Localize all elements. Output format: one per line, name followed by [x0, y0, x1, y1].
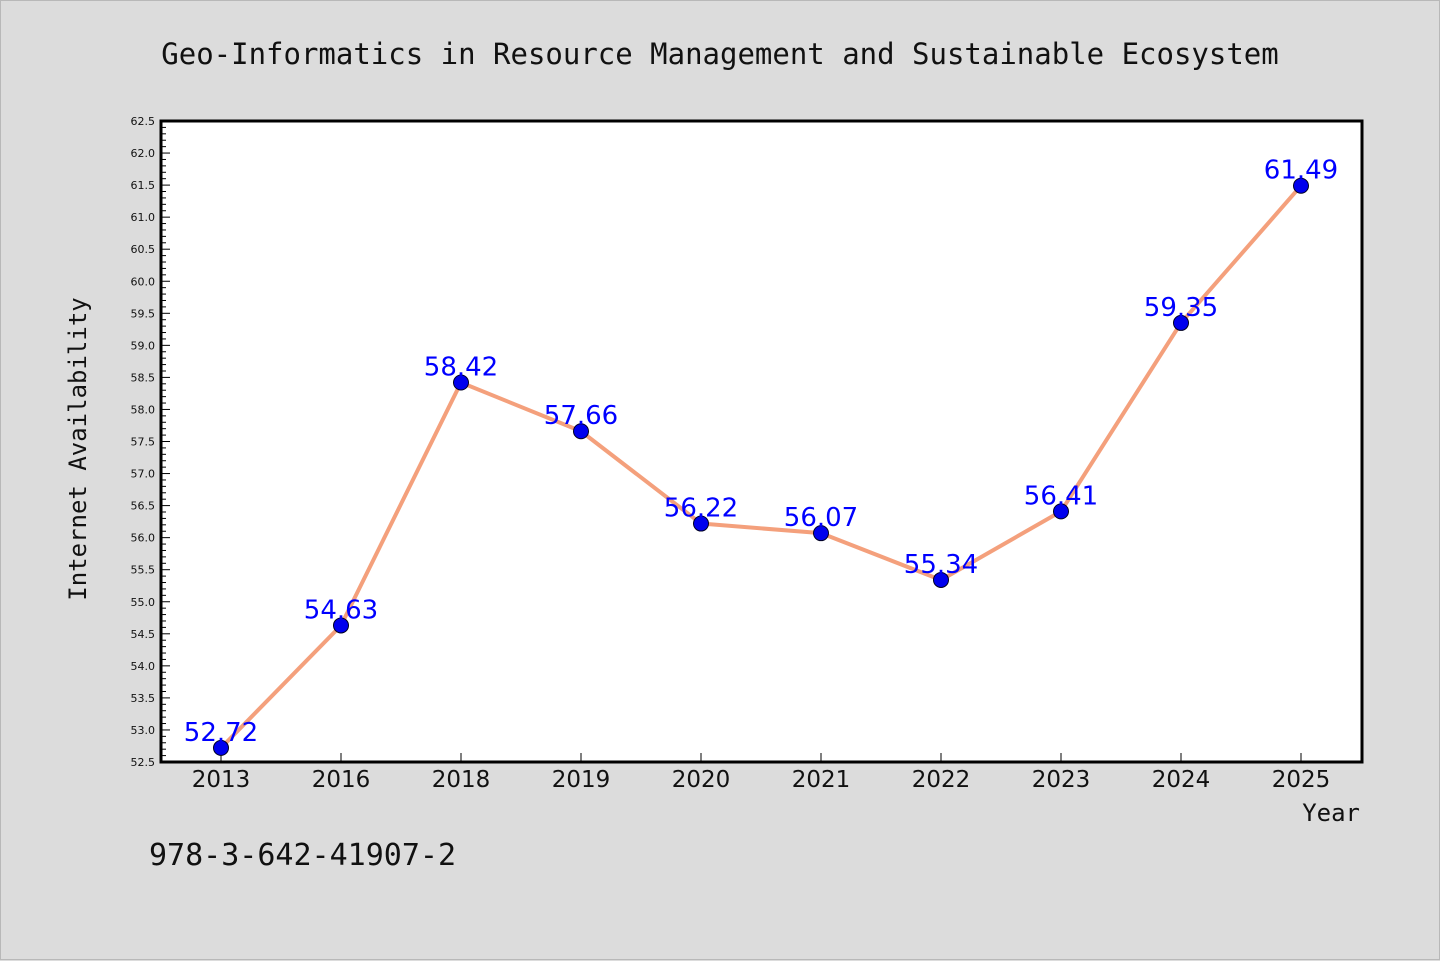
data-series — [213, 177, 1309, 756]
y-tick-label: 53.5 — [131, 692, 156, 705]
y-tick-label: 59.0 — [131, 339, 156, 352]
data-point — [453, 374, 469, 391]
x-tick-label: 2016 — [312, 767, 371, 793]
y-tick-label: 53.0 — [131, 724, 156, 737]
data-point — [693, 515, 709, 532]
data-point — [573, 423, 589, 440]
y-tick-label: 54.5 — [131, 628, 156, 641]
y-tick-label: 56.5 — [131, 500, 156, 513]
y-tick-label: 55.0 — [131, 596, 156, 609]
x-tick-label: 2021 — [792, 767, 851, 793]
y-tick-label: 61.5 — [131, 179, 156, 192]
x-tick-label: 2018 — [432, 767, 491, 793]
y-tick-label: 61.0 — [131, 211, 156, 224]
y-tick-label: 60.0 — [131, 275, 156, 288]
data-label: 55.34 — [904, 550, 978, 580]
y-tick-label: 58.0 — [131, 403, 156, 416]
y-tick-label: 54.0 — [131, 660, 156, 673]
data-label: 56.22 — [664, 494, 738, 524]
data-label: 58.42 — [424, 353, 498, 383]
y-tick-label: 57.5 — [131, 436, 156, 449]
data-label: 61.49 — [1264, 156, 1338, 186]
chart-title: Geo-Informatics in Resource Management a… — [161, 37, 1278, 71]
y-tick-label: 58.5 — [131, 371, 156, 384]
y-tick-label: 55.5 — [131, 564, 156, 577]
x-tick-label: 2020 — [672, 767, 731, 793]
data-point — [1173, 314, 1189, 331]
x-tick-label: 2022 — [912, 767, 971, 793]
y-tick-label: 52.5 — [131, 756, 156, 769]
y-tick-label: 62.0 — [131, 147, 156, 160]
y-axis: 52.5 53.0 53.5 54.0 54.5 55.0 55.5 56.0 56.5 57.0… — [131, 115, 170, 769]
data-label: 57.66 — [544, 401, 618, 431]
x-tick-label: 2013 — [192, 767, 251, 793]
data-labels: 52.72 54.63 58.42 57.66 56.22 56.07 55.34 56.41… — [184, 156, 1338, 748]
data-point — [933, 571, 949, 588]
x-tick-label: 2019 — [552, 767, 611, 793]
series-line — [219, 183, 1303, 750]
data-label: 52.72 — [184, 718, 258, 748]
x-tick-label: 2023 — [1032, 767, 1091, 793]
data-point — [1293, 177, 1309, 194]
data-label: 56.41 — [1024, 481, 1098, 511]
data-point — [333, 617, 349, 634]
data-label: 56.07 — [784, 503, 858, 533]
data-label: 54.63 — [304, 595, 378, 625]
x-axis: 2013 2016 2018 2019 2020 2021 2022 2023 2024 2025 — [192, 753, 1331, 793]
y-tick-label: 62.5 — [131, 115, 156, 128]
plot-area — [159, 119, 1364, 764]
data-point — [813, 525, 829, 542]
y-tick-label: 57.0 — [131, 468, 156, 481]
data-point — [213, 739, 229, 756]
x-tick-label: 2024 — [1152, 767, 1211, 793]
x-tick-label: 2025 — [1272, 767, 1331, 793]
data-label: 59.35 — [1144, 293, 1218, 323]
data-point — [1053, 503, 1069, 520]
y-tick-label: 59.5 — [131, 307, 156, 320]
y-tick-label: 56.0 — [131, 532, 156, 545]
isbn-text: 978-3-642-41907-2 — [149, 838, 456, 873]
y-tick-label: 60.5 — [131, 243, 156, 256]
x-axis-title: Year — [1302, 799, 1360, 827]
y-axis-title: Internet Availability — [64, 297, 92, 600]
